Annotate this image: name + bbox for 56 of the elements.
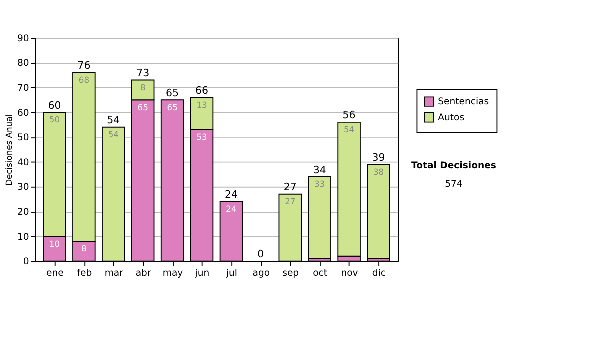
x-tick-label: sep — [282, 268, 300, 279]
y-axis-title: Decisiones Anual — [4, 114, 14, 186]
data-label: 24 — [226, 204, 237, 214]
bar — [367, 164, 390, 260]
x-tick-label: abr — [136, 268, 152, 279]
data-label: 38 — [373, 166, 384, 177]
total-label: 76 — [78, 61, 91, 72]
x-tick-label: dic — [372, 268, 386, 279]
y-tick-label: 80 — [17, 58, 30, 70]
total-label: 73 — [136, 68, 150, 80]
total-label: 39 — [372, 152, 386, 164]
legend-label: Autos — [438, 112, 465, 124]
data-label: 68 — [78, 75, 90, 86]
x-tick-label: may — [162, 268, 184, 279]
total-label: 27 — [284, 182, 297, 194]
y-tick-label: 50 — [17, 132, 30, 144]
text: 574 — [445, 178, 463, 190]
data-label: 50 — [49, 114, 60, 125]
total-label: 56 — [342, 110, 356, 122]
x-tick-label: oct — [313, 268, 328, 279]
total-label: 34 — [313, 165, 326, 176]
data-label: 54 — [344, 124, 355, 135]
data-label: 65 — [138, 102, 148, 112]
total-label: 54 — [107, 116, 120, 127]
y-tick-label: 0 — [23, 256, 30, 268]
x-tick-label: ago — [252, 268, 270, 279]
x-tick-label: nov — [341, 268, 359, 279]
x-tick-label: jul — [225, 268, 238, 279]
y-tick-label: 40 — [17, 157, 30, 168]
y-tick-label: 90 — [17, 33, 30, 44]
total-label: 24 — [224, 190, 238, 202]
x-tick-label: jun — [194, 268, 210, 279]
data-label: 10 — [49, 238, 60, 249]
y-tick-label: 70 — [17, 82, 30, 94]
x-tick-label: mar — [104, 268, 124, 279]
bar — [308, 176, 332, 260]
data-label: 53 — [196, 132, 208, 142]
data-label: 27 — [285, 196, 296, 207]
total-label: 60 — [48, 100, 62, 112]
total-label: 65 — [166, 88, 180, 100]
legend-label: Sentencias — [438, 96, 490, 108]
total-label: 66 — [196, 86, 209, 97]
y-tick-label: 20 — [17, 206, 30, 218]
total-label: 0 — [258, 250, 264, 261]
text: Total Decisiones — [411, 160, 497, 172]
y-tick-label: 30 — [17, 182, 30, 194]
y-tick-label: 10 — [17, 232, 30, 243]
y-tick-label: 60 — [17, 108, 30, 119]
data-label: 8 — [82, 244, 87, 254]
data-label: 54 — [108, 130, 119, 140]
data-label: 13 — [196, 100, 208, 110]
data-label: 65 — [167, 102, 178, 112]
x-tick-label: ene — [46, 268, 64, 279]
data-label: 33 — [314, 179, 326, 190]
data-label: 8 — [140, 82, 146, 92]
x-tick-label: feb — [77, 268, 92, 279]
